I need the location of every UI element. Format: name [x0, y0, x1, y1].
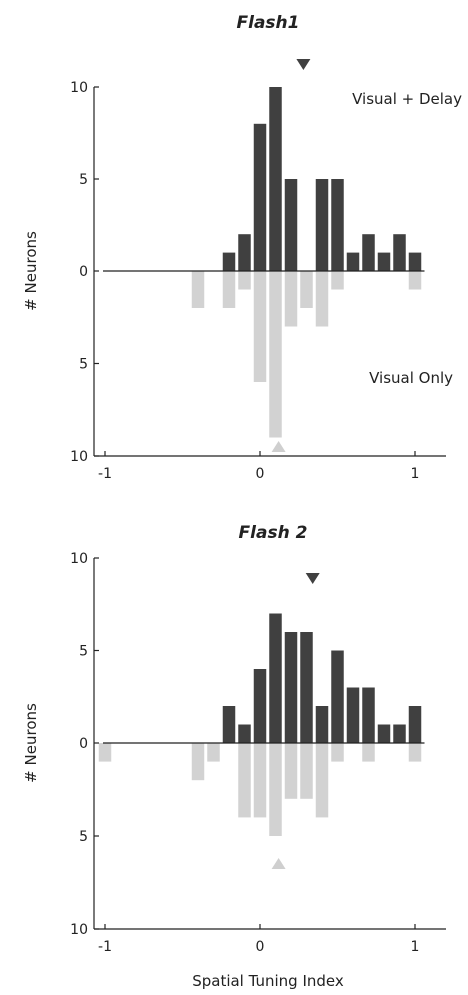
- bar-upper: [408, 252, 422, 271]
- bar-upper: [284, 632, 298, 743]
- bar-lower: [284, 271, 298, 327]
- chart-title: Flash 2: [239, 523, 308, 543]
- bar-lower: [300, 743, 313, 799]
- bar-upper: [362, 234, 375, 271]
- y-tick-label: 5: [79, 829, 88, 845]
- bar-upper: [315, 706, 329, 743]
- bar-upper: [238, 724, 251, 743]
- bar-lower: [191, 271, 205, 308]
- x-tick-label: 1: [411, 939, 420, 955]
- chart-title: Flash1: [237, 13, 300, 33]
- x-tick-label: -1: [98, 466, 112, 482]
- bar-lower: [207, 743, 220, 762]
- chart-flash1: Flash1 Visual + Delay Visual Only # Neur…: [22, 13, 462, 482]
- bar-lower: [238, 271, 251, 290]
- bar-lower: [98, 743, 112, 762]
- bar-lower: [331, 743, 344, 762]
- bar-upper: [222, 252, 236, 271]
- bar-lower: [315, 271, 329, 327]
- y-tick-label: 0: [79, 736, 88, 752]
- bar-upper: [269, 613, 282, 743]
- median-marker-lower: [271, 858, 286, 869]
- y-tick-label: 5: [79, 644, 88, 660]
- series-label-lower: Visual Only: [369, 369, 453, 387]
- bar-upper: [331, 650, 344, 743]
- bar-upper: [393, 724, 406, 743]
- y-tick-label: 5: [79, 172, 88, 188]
- bar-upper: [269, 87, 282, 271]
- y-tick-label: 5: [79, 357, 88, 373]
- bar-upper: [253, 123, 267, 271]
- median-marker-lower: [271, 441, 286, 452]
- y-tick-label: 10: [70, 80, 88, 96]
- x-tick-label: 0: [256, 466, 265, 482]
- bar-lower: [331, 271, 344, 290]
- bar-upper: [284, 179, 298, 271]
- x-tick-label: 1: [411, 466, 420, 482]
- bar-lower: [191, 743, 205, 781]
- x-axis-label: Spatial Tuning Index: [192, 972, 344, 990]
- series-label-upper: Visual + Delay: [352, 90, 462, 108]
- bar-upper: [393, 234, 406, 271]
- bar-lower: [362, 743, 375, 762]
- bar-upper: [362, 687, 375, 743]
- y-axis-label: # Neurons: [22, 231, 40, 311]
- y-tick-label: 10: [70, 551, 88, 567]
- bar-upper: [377, 252, 391, 271]
- bar-upper: [253, 669, 267, 743]
- y-tick-label: 10: [70, 922, 88, 938]
- bar-upper: [300, 632, 313, 743]
- bar-upper: [346, 252, 360, 271]
- bar-lower: [284, 743, 298, 799]
- x-tick-label: -1: [98, 939, 112, 955]
- y-tick-label: 10: [70, 449, 88, 465]
- bar-upper: [346, 687, 360, 743]
- bar-upper: [238, 234, 251, 271]
- bar-upper: [222, 706, 236, 743]
- bar-lower: [253, 743, 267, 818]
- bar-upper: [377, 724, 391, 743]
- bar-upper: [331, 179, 344, 271]
- bar-lower: [300, 271, 313, 308]
- bar-upper: [315, 179, 329, 271]
- y-tick-label: 0: [79, 264, 88, 280]
- bar-lower: [269, 271, 282, 438]
- bar-lower: [408, 271, 422, 290]
- bar-lower: [269, 743, 282, 836]
- chart-flash2: Flash 2 # Neurons Spatial Tuning Index 1…: [22, 523, 446, 990]
- median-marker-upper: [305, 573, 320, 584]
- bar-lower: [315, 743, 329, 818]
- bar-upper: [408, 706, 422, 743]
- bar-lower: [408, 743, 422, 762]
- x-tick-label: 0: [256, 939, 265, 955]
- bar-lower: [253, 271, 267, 382]
- bar-lower: [238, 743, 251, 818]
- median-marker-upper: [296, 59, 311, 70]
- y-axis-label: # Neurons: [22, 703, 40, 783]
- bar-lower: [222, 271, 236, 308]
